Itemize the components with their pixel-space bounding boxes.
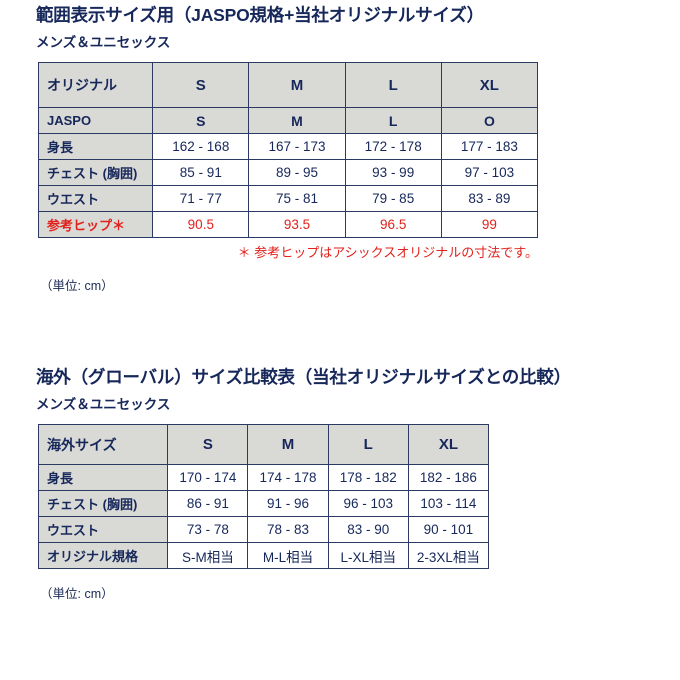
section-range-size: 範囲表示サイズ用（JASPO規格+当社オリジナルサイズ） メンズ＆ユニセックス … — [0, 0, 680, 294]
cell-original-xl: 2-3XL相当 — [407, 542, 490, 569]
cell-hip-s: 90.5 — [152, 211, 250, 238]
row-label-original-standard: オリジナル規格 — [37, 542, 169, 569]
header-cell-original-xl: XL — [440, 62, 539, 108]
cell-height-xl: 177 - 183 — [440, 133, 539, 160]
section-2-title: 海外（グローバル）サイズ比較表（当社オリジナルサイズとの比較） — [36, 367, 571, 387]
table-row: オリジナル規格 S-M相当 M-L相当 L-XL相当 2-3XL相当 — [37, 542, 490, 569]
header-cell-original-l: L — [344, 62, 442, 108]
row-label-waist-global: ウエスト — [37, 516, 169, 543]
section-2-subtitle: メンズ＆ユニセックス — [36, 397, 171, 412]
cell-chest-m: 89 - 95 — [248, 159, 346, 186]
table-row: ウエスト 71 - 77 75 - 81 79 - 85 83 - 89 — [37, 185, 539, 212]
cell-global-chest-l: 96 - 103 — [327, 490, 409, 517]
cell-hip-m: 93.5 — [248, 211, 346, 238]
spacer — [0, 416, 680, 424]
header-cell-jaspo-l: L — [344, 107, 442, 134]
cell-height-s: 162 - 168 — [152, 133, 250, 160]
row-label-height-global: 身長 — [37, 464, 169, 491]
cell-hip-l: 96.5 — [344, 211, 442, 238]
table-row: ウエスト 73 - 78 78 - 83 83 - 90 90 - 101 — [37, 516, 490, 543]
cell-hip-xl: 99 — [440, 211, 539, 238]
cell-chest-xl: 97 - 103 — [440, 159, 539, 186]
spacer — [0, 54, 680, 62]
section-global-size: 海外（グローバル）サイズ比較表（当社オリジナルサイズとの比較） メンズ＆ユニセッ… — [0, 362, 680, 602]
cell-global-height-m: 174 - 178 — [247, 464, 329, 491]
cell-global-height-s: 170 - 174 — [167, 464, 249, 491]
cell-height-l: 172 - 178 — [344, 133, 442, 160]
cell-global-waist-l: 83 - 90 — [327, 516, 409, 543]
header-cell-jaspo-o: O — [440, 107, 539, 134]
table-row: チェスト (胸囲) 86 - 91 91 - 96 96 - 103 103 -… — [37, 490, 490, 517]
table-row: 参考ヒップ＊ 90.5 93.5 96.5 99 — [37, 211, 539, 238]
global-table-body: 身長 170 - 174 174 - 178 178 - 182 182 - 1… — [37, 464, 490, 569]
table-row: 身長 170 - 174 174 - 178 178 - 182 182 - 1… — [37, 464, 490, 491]
header-cell-global-xl: XL — [407, 424, 490, 465]
cell-original-l: L-XL相当 — [327, 542, 409, 569]
cell-original-m: M-L相当 — [247, 542, 329, 569]
header-cell-jaspo-m: M — [248, 107, 346, 134]
header-cell-global-l: L — [327, 424, 409, 465]
row-label-chest: チェスト (胸囲) — [37, 159, 154, 186]
header-cell-global-m: M — [247, 424, 329, 465]
row-label-height: 身長 — [37, 133, 154, 160]
header-cell-original-s: S — [152, 62, 250, 108]
header-cell-original-label: オリジナル — [37, 62, 154, 108]
header-cell-jaspo-label: JASPO — [37, 107, 154, 134]
cell-global-waist-m: 78 - 83 — [247, 516, 329, 543]
table-row-header-global: 海外サイズ S M L XL — [37, 424, 490, 465]
cell-global-waist-s: 73 - 78 — [167, 516, 249, 543]
cell-global-waist-xl: 90 - 101 — [407, 516, 490, 543]
range-table-body: 身長 162 - 168 167 - 173 172 - 178 177 - 1… — [37, 133, 539, 238]
cell-original-s: S-M相当 — [167, 542, 249, 569]
global-table-head: 海外サイズ S M L XL — [37, 424, 490, 465]
table-row-header-jaspo: JASPO S M L O — [37, 107, 539, 134]
row-label-waist: ウエスト — [37, 185, 154, 212]
unit-note-2: （単位: cm） — [40, 587, 114, 601]
unit-note-1: （単位: cm） — [40, 279, 114, 293]
row-label-hip: 参考ヒップ＊ — [37, 211, 154, 238]
range-table-head: オリジナル S M L XL JASPO S M L O — [37, 62, 539, 134]
header-cell-jaspo-s: S — [152, 107, 250, 134]
cell-waist-xl: 83 - 89 — [440, 185, 539, 212]
hip-footnote: ＊ 参考ヒップはアシックスオリジナルの寸法です。 — [237, 245, 538, 260]
table-row: 身長 162 - 168 167 - 173 172 - 178 177 - 1… — [37, 133, 539, 160]
cell-global-height-l: 178 - 182 — [327, 464, 409, 491]
header-cell-original-m: M — [248, 62, 346, 108]
cell-global-chest-s: 86 - 91 — [167, 490, 249, 517]
global-size-table: 海外サイズ S M L XL 身長 170 - 174 174 - 178 17… — [37, 424, 490, 569]
table-row: チェスト (胸囲) 85 - 91 89 - 95 93 - 99 97 - 1… — [37, 159, 539, 186]
table-row-header-original: オリジナル S M L XL — [37, 62, 539, 108]
cell-global-chest-xl: 103 - 114 — [407, 490, 490, 517]
header-cell-global-s: S — [167, 424, 249, 465]
header-cell-global-label: 海外サイズ — [37, 424, 169, 465]
cell-height-m: 167 - 173 — [248, 133, 346, 160]
table-range-wrap: オリジナル S M L XL JASPO S M L O — [0, 62, 680, 294]
cell-global-height-xl: 182 - 186 — [407, 464, 490, 491]
row-label-chest-global: チェスト (胸囲) — [37, 490, 169, 517]
cell-chest-l: 93 - 99 — [344, 159, 442, 186]
cell-waist-l: 79 - 85 — [344, 185, 442, 212]
cell-waist-m: 75 - 81 — [248, 185, 346, 212]
cell-waist-s: 71 - 77 — [152, 185, 250, 212]
cell-chest-s: 85 - 91 — [152, 159, 250, 186]
section-1-title: 範囲表示サイズ用（JASPO規格+当社オリジナルサイズ） — [36, 5, 484, 25]
table-global-wrap: 海外サイズ S M L XL 身長 170 - 174 174 - 178 17… — [0, 424, 680, 602]
section-1-subtitle: メンズ＆ユニセックス — [36, 35, 171, 50]
range-size-table: オリジナル S M L XL JASPO S M L O — [37, 62, 539, 238]
cell-global-chest-m: 91 - 96 — [247, 490, 329, 517]
